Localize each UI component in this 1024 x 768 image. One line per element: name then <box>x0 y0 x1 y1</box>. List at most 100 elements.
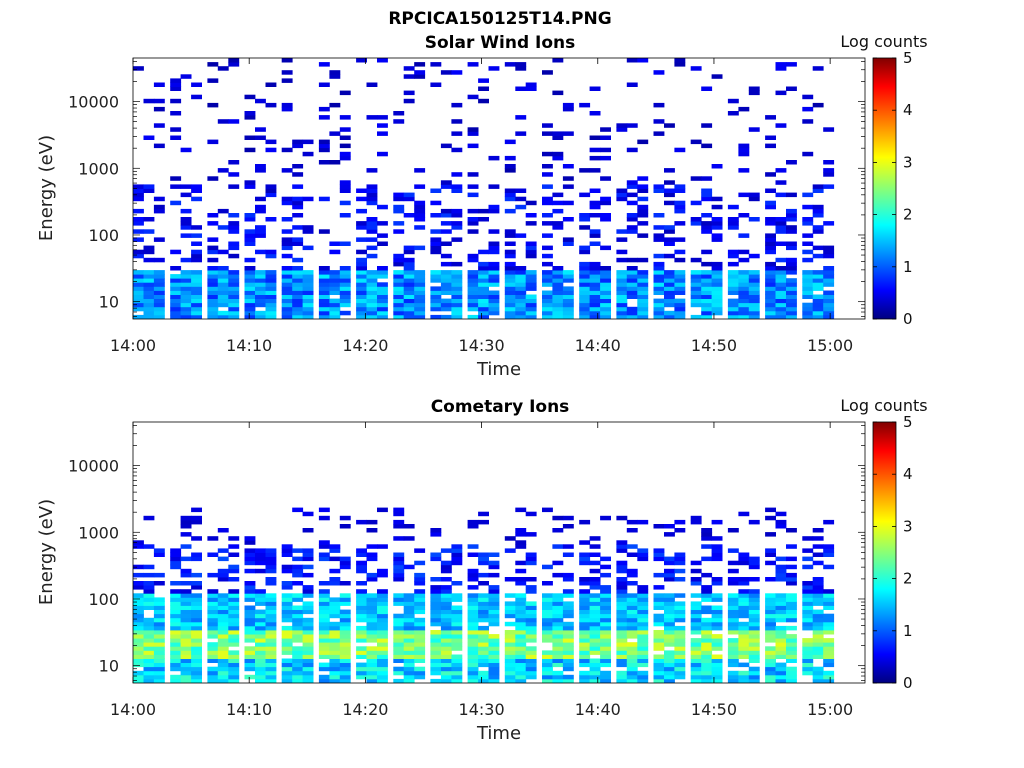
solar-heatmap-cell <box>637 294 649 299</box>
cometary-heatmap-cell <box>738 630 750 635</box>
cometary-heatmap-cell <box>451 646 463 651</box>
cometary-heatmap-cell <box>765 593 776 598</box>
solar-heatmap-cell <box>318 196 330 202</box>
cometary-heatmap-cell <box>180 524 192 529</box>
cometary-heatmap-cell <box>329 581 341 586</box>
cometary-heatmap-cell <box>525 589 537 594</box>
cometary-heatmap-cell <box>191 654 202 659</box>
solar-heatmap-cell <box>133 294 144 299</box>
solar-heatmap-cell <box>637 290 649 295</box>
cometary-heatmap-cell <box>552 613 564 619</box>
cometary-heatmap-cell <box>488 552 500 557</box>
solar-heatmap-cell <box>207 302 219 308</box>
solar-heatmap-cell <box>823 278 835 283</box>
solar-heatmap-cell <box>228 229 240 234</box>
solar-heatmap-cell <box>786 213 797 218</box>
cometary-heatmap-cell <box>626 613 638 619</box>
cometary-heatmap-cell <box>170 621 182 627</box>
solar-heatmap-cell <box>393 261 405 267</box>
cometary-x-tick-label: 14:20 <box>342 700 388 719</box>
solar-colorbar-tick-label: 5 <box>903 49 913 67</box>
solar-heatmap-cell <box>143 184 155 189</box>
solar-heatmap-cell <box>674 310 686 316</box>
solar-heatmap-cell <box>281 253 293 259</box>
solar-heatmap-cell <box>153 196 165 202</box>
solar-heatmap-cell <box>366 200 378 206</box>
cometary-heatmap-cell <box>765 515 776 521</box>
solar-heatmap-cell <box>467 290 479 295</box>
cometary-heatmap-cell <box>637 625 649 631</box>
cometary-heatmap-cell <box>318 634 330 639</box>
cometary-heatmap-cell <box>674 609 686 615</box>
cometary-heatmap-cell <box>302 589 314 594</box>
solar-heatmap-cell <box>255 225 266 230</box>
cometary-heatmap-cell <box>600 589 611 594</box>
solar-heatmap-cell <box>478 86 489 91</box>
cometary-heatmap-cell <box>366 605 378 610</box>
cometary-heatmap-cell <box>356 625 367 631</box>
cometary-heatmap-cell <box>265 556 277 562</box>
solar-heatmap-cell <box>812 282 824 287</box>
cometary-heatmap-cell <box>616 638 628 643</box>
cometary-heatmap-cell <box>451 662 463 668</box>
solar-heatmap-cell <box>143 245 155 251</box>
solar-heatmap-cell <box>775 217 787 222</box>
solar-heatmap-cell <box>207 213 219 218</box>
cometary-heatmap-cell <box>812 678 824 683</box>
solar-heatmap-cell <box>281 282 293 287</box>
cometary-heatmap-cell <box>542 621 553 627</box>
cometary-heatmap-cell <box>600 646 611 651</box>
solar-heatmap-cell <box>228 213 240 218</box>
cometary-heatmap-cell <box>802 601 814 606</box>
solar-heatmap-cell <box>488 294 500 299</box>
solar-heatmap-cell <box>143 286 155 291</box>
solar-heatmap-cell <box>786 314 797 319</box>
cometary-heatmap-cell <box>440 560 452 566</box>
solar-heatmap-cell <box>292 204 304 210</box>
cometary-heatmap-cell <box>244 548 256 553</box>
cometary-heatmap-cell <box>302 601 314 606</box>
solar-heatmap-cell <box>281 314 293 319</box>
cometary-heatmap-cell <box>589 577 601 582</box>
solar-heatmap-cell <box>653 266 665 271</box>
cometary-heatmap-cell <box>133 670 144 676</box>
solar-heatmap-cell <box>626 58 638 63</box>
solar-heatmap-cell <box>143 310 155 316</box>
solar-heatmap-cell <box>823 298 835 304</box>
solar-heatmap-cell <box>180 225 192 230</box>
solar-heatmap-cell <box>403 249 415 255</box>
solar-heatmap-cell <box>589 204 601 210</box>
cometary-heatmap-cell <box>488 634 500 639</box>
cometary-heatmap-cell <box>329 621 341 627</box>
cometary-heatmap-cell <box>711 666 723 672</box>
cometary-heatmap-cell <box>451 617 463 623</box>
solar-heatmap-cell <box>133 274 144 279</box>
cometary-heatmap-cell <box>616 613 628 619</box>
solar-heatmap-cell <box>366 290 378 295</box>
solar-heatmap-cell <box>589 147 601 153</box>
solar-heatmap-cell <box>626 282 638 287</box>
solar-heatmap-cell <box>701 294 713 299</box>
solar-heatmap-cell <box>318 310 330 316</box>
cometary-heatmap-cell <box>552 528 564 533</box>
solar-heatmap-cell <box>478 266 489 271</box>
solar-heatmap-cell <box>393 282 405 287</box>
cometary-heatmap-cell <box>133 646 144 651</box>
solar-y-axis-label: Energy (eV) <box>36 135 57 241</box>
cometary-heatmap-cell <box>228 654 240 659</box>
cometary-heatmap-cell <box>329 544 341 549</box>
cometary-heatmap-cell <box>217 605 229 610</box>
solar-heatmap-cell <box>748 86 760 91</box>
cometary-heatmap-cell <box>292 630 304 635</box>
cometary-heatmap-cell <box>414 634 426 639</box>
solar-heatmap-cell <box>711 294 723 299</box>
solar-heatmap-cell <box>653 253 665 259</box>
solar-heatmap-cell <box>711 217 723 222</box>
cometary-heatmap-cell <box>265 605 277 610</box>
cometary-heatmap-cell <box>377 568 388 574</box>
solar-heatmap-cell <box>775 221 787 226</box>
cometary-heatmap-cell <box>701 605 713 610</box>
solar-heatmap-cell <box>265 188 277 193</box>
cometary-heatmap-cell <box>430 532 442 537</box>
solar-heatmap-cell <box>255 229 266 234</box>
